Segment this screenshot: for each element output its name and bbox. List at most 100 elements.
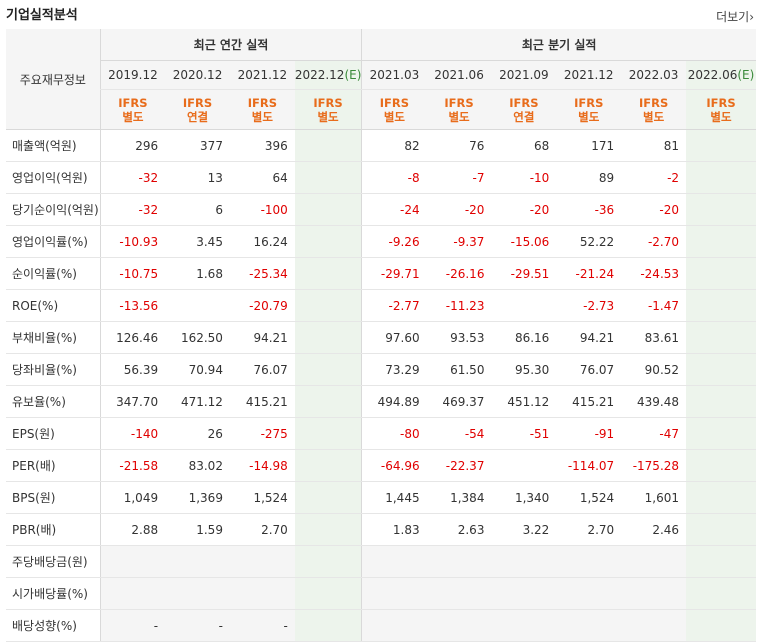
row-label: 영업이익률(%) bbox=[6, 225, 101, 258]
table-cell bbox=[426, 577, 492, 610]
period-label: 2019.12 bbox=[108, 68, 158, 82]
table-cell: -20.79 bbox=[229, 289, 295, 322]
table-cell: 2.70 bbox=[556, 513, 622, 546]
table-cell: 1.59 bbox=[165, 513, 230, 546]
table-cell: 95.30 bbox=[491, 353, 557, 386]
table-cell: -36 bbox=[556, 193, 622, 226]
ifrs-label: IFRS bbox=[509, 95, 539, 110]
table-cell: -2 bbox=[621, 161, 687, 194]
table-cell bbox=[294, 385, 362, 418]
period-label: 2021.12 bbox=[563, 68, 614, 82]
row-label: 당기순이익(억원) bbox=[6, 193, 101, 226]
period-header: 2022.03 bbox=[621, 60, 687, 90]
table-cell: - bbox=[229, 609, 295, 642]
accounting-standard: IFRS 별도 bbox=[229, 89, 295, 130]
row-label: 부채비율(%) bbox=[6, 321, 101, 354]
period-label: 2021.06 bbox=[434, 68, 484, 82]
ifrs-label: IFRS bbox=[574, 95, 604, 110]
table-cell bbox=[686, 161, 756, 194]
table-cell: -140 bbox=[99, 417, 166, 450]
table-cell: 396 bbox=[229, 129, 295, 162]
table-cell: -2.73 bbox=[556, 289, 622, 322]
table-cell bbox=[491, 289, 557, 322]
table-cell bbox=[491, 609, 557, 642]
period-header: 2022.06(E) bbox=[686, 60, 756, 90]
table-cell: -10.93 bbox=[99, 225, 166, 258]
table-cell bbox=[294, 353, 362, 386]
ifrs-label: IFRS bbox=[118, 95, 148, 110]
row-label: 매출액(억원) bbox=[6, 129, 101, 162]
table-cell bbox=[621, 577, 687, 610]
table-row: BPS(원) 1,049 1,369 1,524 1,445 1,384 1,340 1,52… bbox=[6, 481, 756, 514]
table-cell bbox=[294, 609, 362, 642]
table-row: PER(배) -21.58 83.02 -14.98 -64.96 -22.37 -114.… bbox=[6, 449, 756, 482]
period-header: 2022.12(E) bbox=[294, 60, 362, 90]
basis-label: 연결 bbox=[513, 109, 535, 124]
table-cell bbox=[294, 161, 362, 194]
table-cell bbox=[361, 577, 427, 610]
table-cell bbox=[686, 257, 756, 290]
table-cell: -9.37 bbox=[426, 225, 492, 258]
table-cell: -22.37 bbox=[426, 449, 492, 482]
table-cell: 415.21 bbox=[229, 385, 295, 418]
table-cell: -9.26 bbox=[361, 225, 427, 258]
table-cell: 94.21 bbox=[229, 321, 295, 354]
table-cell bbox=[686, 385, 756, 418]
table-cell: 89 bbox=[556, 161, 622, 194]
row-label: 순이익률(%) bbox=[6, 257, 101, 290]
table-cell bbox=[361, 545, 427, 578]
more-link[interactable]: 더보기› bbox=[716, 8, 754, 25]
table-cell: 76.07 bbox=[556, 353, 622, 386]
table-cell: 68 bbox=[491, 129, 557, 162]
table-cell: -8 bbox=[361, 161, 427, 194]
period-header: 2021.03 bbox=[361, 60, 427, 90]
table-row: 영업이익률(%) -10.93 3.45 16.24 -9.26 -9.37 -15.06 5… bbox=[6, 225, 756, 258]
table-cell: 347.70 bbox=[99, 385, 166, 418]
table-cell bbox=[491, 449, 557, 482]
table-cell bbox=[99, 545, 166, 578]
financial-table: 주요재무정보 최근 연간 실적 최근 분기 실적 2019.12 2020.12 2… bbox=[6, 29, 756, 642]
table-cell: -20 bbox=[491, 193, 557, 226]
basis-label: 연결 bbox=[186, 109, 209, 124]
table-cell: 1,524 bbox=[556, 481, 622, 514]
basis-label: 별도 bbox=[710, 109, 732, 124]
ifrs-label: IFRS bbox=[638, 95, 669, 110]
row-label-header: 주요재무정보 bbox=[6, 29, 101, 130]
basis-label: 별도 bbox=[251, 109, 273, 124]
table-cell: -24 bbox=[361, 193, 427, 226]
table-cell: 1,445 bbox=[361, 481, 427, 514]
table-cell: 471.12 bbox=[165, 385, 230, 418]
row-label: ROE(%) bbox=[6, 289, 101, 322]
table-cell bbox=[621, 545, 687, 578]
table-cell: -275 bbox=[229, 417, 295, 450]
table-cell: 83.02 bbox=[165, 449, 230, 482]
table-cell: -1.47 bbox=[621, 289, 687, 322]
table-cell: 415.21 bbox=[556, 385, 622, 418]
accounting-standard: IFRS 별도 bbox=[99, 89, 166, 130]
table-cell bbox=[686, 449, 756, 482]
table-cell: -25.34 bbox=[229, 257, 295, 290]
table-cell: - bbox=[99, 609, 166, 642]
table-row: 당좌비율(%) 56.39 70.94 76.07 73.29 61.50 95.30 76.… bbox=[6, 353, 756, 386]
table-cell: 1.83 bbox=[361, 513, 427, 546]
table-cell bbox=[686, 193, 756, 226]
table-cell bbox=[556, 545, 622, 578]
table-cell: -21.24 bbox=[556, 257, 622, 290]
table-cell: 94.21 bbox=[556, 321, 622, 354]
table-row: 부채비율(%) 126.46 162.50 94.21 97.60 93.53 86.16 9… bbox=[6, 321, 756, 354]
row-label: EPS(원) bbox=[6, 417, 101, 450]
table-cell: 171 bbox=[556, 129, 622, 162]
estimate-marker: (E) bbox=[344, 68, 362, 82]
period-header: 2021.12 bbox=[556, 60, 622, 90]
table-cell: 2.46 bbox=[621, 513, 687, 546]
period-label: 2021.03 bbox=[369, 68, 420, 82]
table-cell: 1,601 bbox=[621, 481, 687, 514]
ifrs-label: IFRS bbox=[182, 95, 213, 110]
table-cell: 13 bbox=[165, 161, 230, 194]
table-cell: 1,049 bbox=[99, 481, 166, 514]
table-cell: 126.46 bbox=[99, 321, 166, 354]
row-label: 유보율(%) bbox=[6, 385, 101, 418]
table-cell bbox=[294, 257, 362, 290]
table-cell: -32 bbox=[99, 161, 166, 194]
table-cell bbox=[686, 513, 756, 546]
